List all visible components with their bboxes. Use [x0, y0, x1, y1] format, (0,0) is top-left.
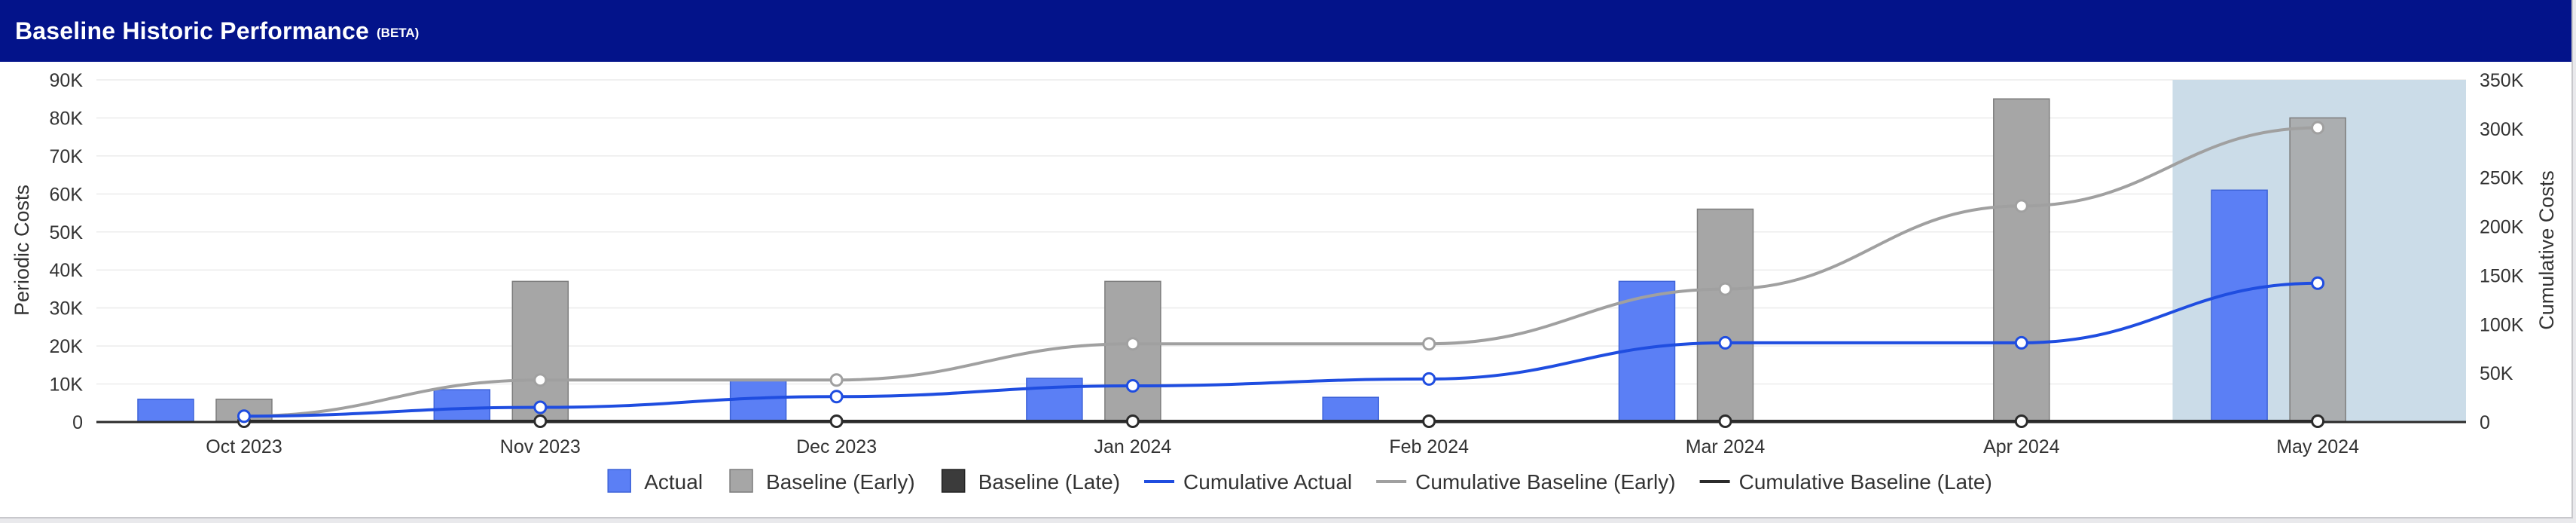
baseline-performance-chart: 0 10K 20K 30K 40K 50K 60K 70K 80K 90K 0 50K 100K 150…: [11, 70, 2558, 494]
bar-actual: [1026, 378, 1083, 423]
left-tick-label: 20K: [50, 336, 84, 357]
legend: Actual Baseline (Early) Baseline (Late) Cum…: [607, 469, 1992, 494]
right-tick-label: 350K: [2480, 70, 2524, 91]
right-tick-label: 150K: [2480, 265, 2524, 286]
point-cumulative-baseline-late: [2014, 414, 2028, 428]
point-cumulative-actual: [237, 409, 251, 424]
bar-baseline-early: [1696, 208, 1754, 423]
card-title: Baseline Historic Performance: [15, 17, 369, 44]
legend-item-cumulative-actual[interactable]: Cumulative Actual: [1144, 470, 1352, 494]
right-tick-label: 250K: [2480, 168, 2524, 189]
point-cumulative-actual: [1125, 379, 1140, 393]
point-cumulative-actual: [829, 390, 844, 404]
point-cumulative-baseline-early: [1718, 282, 1732, 296]
point-cumulative-baseline-late: [1422, 414, 1436, 428]
x-tick-label: Dec 2023: [796, 436, 877, 457]
point-cumulative-baseline-late: [2311, 414, 2325, 428]
beta-badge: (BETA): [377, 26, 420, 40]
point-cumulative-actual: [2311, 276, 2325, 290]
point-cumulative-baseline-early: [1125, 337, 1140, 351]
point-cumulative-baseline-early: [2311, 121, 2325, 135]
right-tick-label: 50K: [2480, 363, 2513, 384]
line-cumulative-actual: [243, 281, 2318, 418]
legend-label: Cumulative Baseline (Late): [1739, 470, 1992, 494]
bar-baseline-early: [511, 280, 569, 423]
right-tick-label: 0: [2480, 412, 2490, 433]
right-tick-label: 200K: [2480, 217, 2524, 238]
left-tick-label: 10K: [50, 375, 84, 396]
left-tick-label: 60K: [50, 184, 84, 205]
legend-swatch: [607, 469, 631, 493]
point-cumulative-actual: [1422, 372, 1436, 386]
x-tick-label: Jan 2024: [1094, 436, 1171, 457]
bar-baseline-early: [2289, 117, 2346, 423]
x-tick-label: Mar 2024: [1686, 436, 1766, 457]
legend-label: Actual: [644, 470, 703, 494]
legend-label: Baseline (Late): [978, 470, 1120, 494]
legend-item-baseline-early[interactable]: Baseline (Early): [729, 469, 915, 494]
point-cumulative-baseline-late: [1718, 414, 1732, 428]
point-cumulative-baseline-early: [533, 373, 548, 387]
left-tick-label: 80K: [50, 108, 84, 129]
x-tick-label: Apr 2024: [1983, 436, 2060, 457]
legend-item-actual[interactable]: Actual: [607, 469, 703, 494]
legend-label: Baseline (Early): [766, 470, 915, 494]
legend-item-cumulative-baseline-late[interactable]: Cumulative Baseline (Late): [1699, 470, 1992, 494]
right-axis-ticks: 0 50K 100K 150K 200K 250K 300K 350K: [2480, 70, 2524, 433]
left-tick-label: 70K: [50, 146, 84, 167]
grid-lines: [96, 79, 2466, 385]
left-axis-label: Periodic Costs: [11, 185, 33, 316]
legend-item-baseline-late[interactable]: Baseline (Late): [941, 469, 1120, 494]
right-tick-label: 300K: [2480, 119, 2524, 140]
left-tick-label: 90K: [50, 70, 84, 91]
bar-baseline-early: [1104, 280, 1161, 423]
right-axis-label: Cumulative Costs: [2535, 170, 2558, 330]
left-tick-label: 50K: [50, 222, 84, 243]
point-cumulative-baseline-late: [1125, 414, 1140, 428]
bar-baseline-early: [1993, 98, 2050, 423]
point-cumulative-baseline-early: [2014, 199, 2028, 213]
legend-item-cumulative-baseline-early[interactable]: Cumulative Baseline (Early): [1376, 470, 1676, 494]
legend-label: Cumulative Baseline (Early): [1415, 470, 1675, 494]
point-cumulative-baseline-late: [533, 414, 548, 428]
point-cumulative-actual: [533, 400, 548, 414]
left-axis-ticks: 0 10K 20K 30K 40K 50K 60K 70K 80K 90K: [50, 70, 84, 433]
x-axis-ticks: Oct 2023 Nov 2023 Dec 2023 Jan 2024 Feb 2024…: [206, 436, 2359, 457]
x-tick-label: Oct 2023: [206, 436, 282, 457]
cumulative-lines: [237, 121, 2325, 428]
x-tick-label: Feb 2024: [1389, 436, 1469, 457]
left-tick-label: 30K: [50, 298, 84, 320]
left-tick-label: 0: [72, 412, 83, 433]
bar-actual: [2211, 189, 2268, 423]
legend-label: Cumulative Actual: [1183, 470, 1352, 494]
bars: [137, 98, 2346, 423]
legend-swatch: [729, 469, 753, 493]
point-cumulative-actual: [1718, 335, 1732, 350]
point-cumulative-actual: [2014, 335, 2028, 350]
bar-actual: [1322, 396, 1379, 423]
left-tick-label: 40K: [50, 260, 84, 281]
line-cumulative-baseline-early: [243, 126, 2318, 418]
point-cumulative-baseline-early: [829, 373, 844, 387]
point-cumulative-baseline-early: [1422, 337, 1436, 351]
right-tick-label: 100K: [2480, 314, 2524, 335]
bar-actual: [729, 379, 787, 423]
point-cumulative-baseline-late: [829, 414, 844, 428]
x-tick-label: Nov 2023: [500, 436, 581, 457]
card-header: Baseline Historic Performance (BETA): [0, 0, 2571, 62]
x-tick-label: May 2024: [2276, 436, 2359, 457]
bar-actual: [137, 398, 194, 423]
bar-actual: [433, 389, 491, 423]
legend-swatch: [941, 469, 966, 493]
